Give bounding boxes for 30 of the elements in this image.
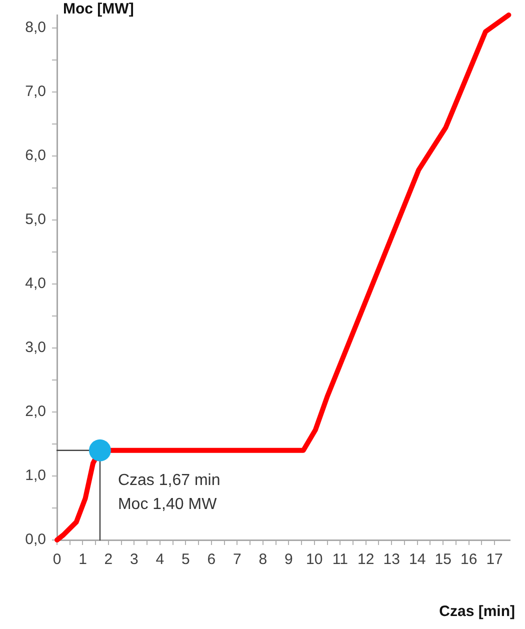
y-tick-label: 8,0 <box>25 18 46 36</box>
y-tick-label: 0,0 <box>25 531 46 548</box>
x-tick-label: 3 <box>130 551 138 568</box>
x-tick-label: 7 <box>233 551 242 568</box>
x-tick-label: 6 <box>207 551 216 568</box>
y-axis-title: Moc [MW] <box>63 0 134 18</box>
x-tick-label: 11 <box>332 551 348 568</box>
x-tick-label: 9 <box>284 551 293 568</box>
y-tick-label: 4,0 <box>25 275 46 292</box>
x-tick-label: 5 <box>182 551 190 568</box>
x-tick-label: 14 <box>408 551 426 568</box>
x-tick-label: 13 <box>383 551 400 568</box>
x-axis-title: Czas [min] <box>439 603 516 620</box>
x-tick-label: 16 <box>460 551 478 568</box>
x-tick-label: 2 <box>104 551 113 568</box>
x-tick-label: 0 <box>52 551 62 568</box>
x-tick-label: 15 <box>434 551 452 568</box>
y-tick-label: 3,0 <box>25 339 46 356</box>
y-tick-label: 5,0 <box>25 211 46 228</box>
y-tick-label: 6,0 <box>25 146 46 164</box>
x-tick-label: 17 <box>486 551 503 568</box>
y-tick-label: 2,0 <box>25 403 46 420</box>
y-tick-label: 1,0 <box>25 467 46 484</box>
x-tick-label: 4 <box>156 551 164 568</box>
x-tick-label: 12 <box>358 551 374 568</box>
x-tick-label: 1 <box>78 551 87 568</box>
x-tick-label: 8 <box>258 551 268 568</box>
y-tick-label: 7,0 <box>25 82 46 100</box>
annotation: Czas 1,67 min Moc 1,40 MW <box>118 472 220 513</box>
x-tick-label: 10 <box>306 551 323 568</box>
